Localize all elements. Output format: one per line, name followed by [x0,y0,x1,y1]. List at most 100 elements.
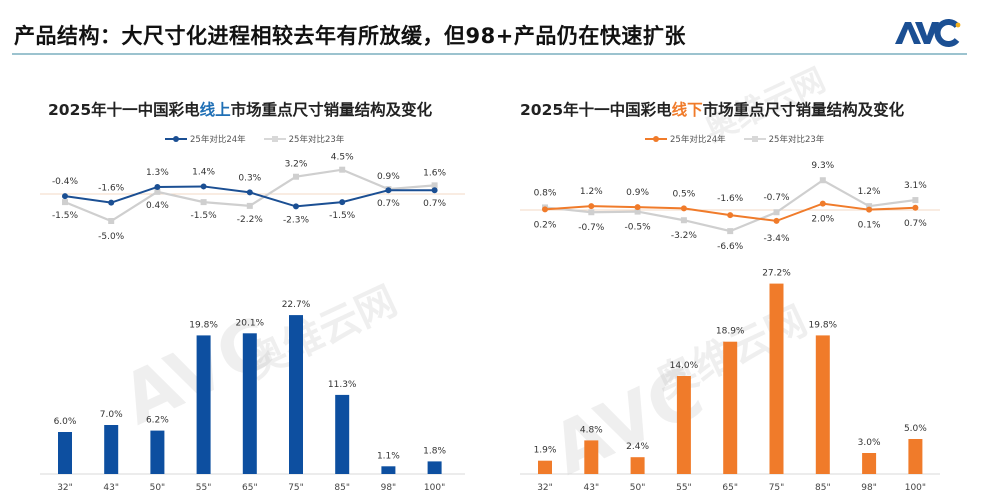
data-point [108,218,115,224]
bar-value-label: 3.0% [858,438,881,448]
data-point [773,217,780,224]
bar-value-label: 1.9% [534,446,557,456]
data-label: -3.2% [671,231,698,241]
bar-value-label: 18.9% [716,327,745,337]
bar-value-label: 14.0% [670,361,699,371]
data-label: 2.0% [811,215,834,225]
data-point [385,187,392,194]
category-label: 32" [537,483,553,493]
data-point [62,193,68,200]
legend-swatch-blue [165,136,187,142]
data-point [727,228,734,235]
bar-value-label: 11.3% [328,380,357,390]
bar-value-label: 2.4% [626,442,649,452]
data-point [866,206,873,213]
data-point [634,208,641,215]
category-label: 85" [334,483,350,493]
data-point [634,204,641,211]
data-label: 1.2% [858,187,881,197]
data-label: 0.8% [534,188,557,198]
bar-value-label: 6.2% [146,416,169,426]
data-point [431,182,438,189]
data-point [912,197,919,204]
data-label: 0.7% [904,219,927,229]
data-label: -1.5% [191,211,218,221]
data-point [680,217,687,224]
data-point [154,183,161,190]
data-label: 1.4% [192,167,215,177]
category-label: 100" [424,483,445,493]
data-point [542,206,548,213]
bar-value-label: 27.2% [762,269,791,279]
legend-swatch-gray [743,136,766,142]
bar [584,440,599,474]
data-point [246,202,253,209]
data-label: 0.7% [377,199,400,209]
data-label: 1.3% [146,168,169,178]
data-label: -0.5% [625,223,652,233]
legend-item-online-vs24: 25年对比24年 [165,133,246,145]
data-label: -3.4% [763,234,790,244]
data-point [154,188,161,195]
legend-item-offline-vs24: 25年对比24年 [645,133,726,145]
online-chart-title: 2025年十一中国彩电线上市场重点尺寸销量结构及变化 [48,101,433,119]
data-label: 0.4% [146,201,169,211]
bar [381,466,396,474]
data-label: 0.5% [672,189,695,199]
data-label: -1.6% [717,194,744,204]
bar [723,341,738,474]
data-point [200,199,207,206]
category-label: 100" [905,483,926,493]
bar [676,376,691,474]
data-label: 0.1% [858,221,881,231]
data-point [62,199,68,206]
bar [538,460,552,474]
data-point [866,203,873,210]
category-label: 43" [584,483,600,493]
avc-logo [895,19,961,47]
title-divider [12,53,967,55]
data-point [339,199,346,206]
data-label: 0.9% [626,188,649,198]
bar-value-label: 20.1% [236,318,265,328]
data-point [108,199,115,206]
data-label: -0.7% [763,193,790,203]
data-point [773,209,780,216]
category-label: 55" [196,483,212,493]
data-label: -1.5% [329,211,356,221]
legend-swatch-orange [645,136,667,142]
data-label: -1.5% [52,211,79,221]
bar [908,439,923,474]
data-point [293,203,299,210]
data-point [819,177,826,184]
bar [104,425,119,474]
bar [242,333,257,474]
data-label: 0.3% [238,173,261,183]
data-label: -5.0% [98,232,125,242]
category-label: 98" [381,483,397,493]
bar [862,453,877,474]
data-label: 1.2% [580,187,603,197]
data-label: 0.7% [423,199,446,209]
data-label: -0.7% [578,223,605,233]
bar-value-label: 5.0% [904,424,927,434]
bar [196,335,211,474]
data-label: 1.6% [423,168,446,178]
category-label: 32" [57,483,73,493]
page-title: 产品结构：大尺寸化进程相较去年有所放缓，但98+产品仍在快速扩张 [14,24,686,48]
bar-value-label: 22.7% [282,300,311,310]
category-label: 75" [769,483,785,493]
category-label: 65" [722,483,738,493]
data-label: -6.6% [717,242,744,252]
bar-value-label: 7.0% [100,410,123,420]
bar [58,432,72,474]
category-label: 75" [288,483,304,493]
data-label: 4.5% [331,153,354,163]
data-label: 9.3% [811,161,834,171]
bar [769,283,784,474]
data-label: -0.4% [52,177,79,187]
category-label: 55" [676,483,692,493]
legend-item-online-vs23: 25年对比23年 [263,133,344,145]
bar [335,394,350,474]
